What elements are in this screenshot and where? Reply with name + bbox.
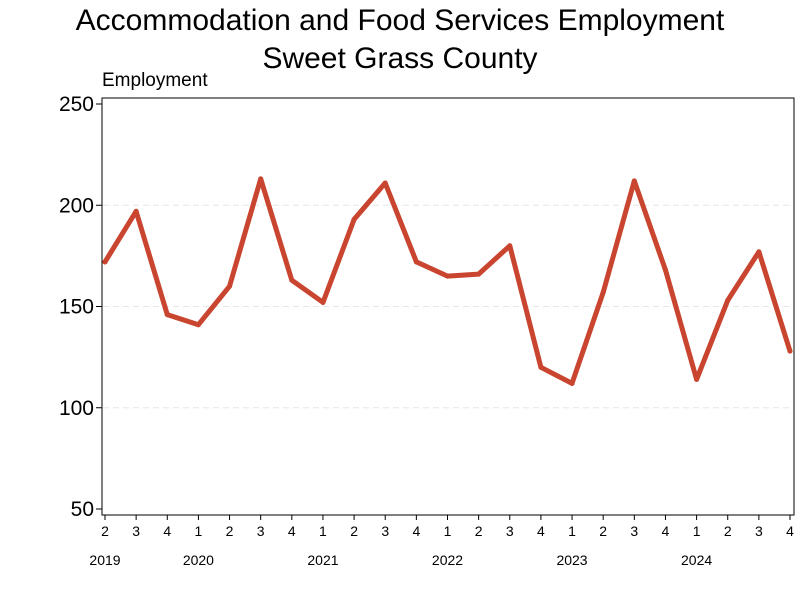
data-point (320, 299, 326, 305)
data-point (289, 277, 295, 283)
data-point (102, 259, 108, 265)
data-point (413, 259, 419, 265)
x-tick-label: 4 (163, 523, 171, 539)
data-point (445, 273, 450, 279)
data-point (725, 297, 731, 303)
y-tick-label: 50 (71, 498, 94, 521)
x-tick-label: 4 (412, 523, 420, 539)
data-point (600, 289, 606, 295)
y-axis-ticks: 50 100 150 200 250 (59, 93, 102, 521)
y-tick-label: 150 (59, 296, 94, 319)
data-point (756, 249, 762, 255)
data-point (662, 267, 668, 273)
x-tick-label: 2 (599, 523, 607, 539)
x-tick-label: 2 (226, 523, 234, 539)
y-tick-label: 100 (59, 397, 94, 420)
y-tick-label: 250 (59, 93, 94, 116)
x-tick-label: 1 (444, 523, 452, 539)
data-point (476, 271, 482, 277)
chart-title-line-2: Sweet Grass County (262, 42, 537, 75)
x-tick-label: 3 (630, 523, 638, 539)
x-axis-ticks: 2 3 4 1 2 3 4 1 2 3 4 1 2 3 4 1 2 3 4 1 2 3 4 (101, 515, 794, 539)
x-tick-label: 2 (475, 523, 483, 539)
x-tick-label: 3 (257, 523, 265, 539)
series-line (102, 176, 793, 386)
y-tick-label: 200 (59, 194, 94, 217)
data-point (382, 180, 388, 186)
x-tick-label: 4 (537, 523, 545, 539)
data-point (227, 283, 233, 289)
data-point (538, 364, 544, 370)
data-point (569, 380, 575, 386)
data-point (164, 312, 170, 318)
x-year-label: 2023 (556, 552, 587, 568)
x-tick-label: 1 (195, 523, 203, 539)
x-year-label: 2022 (432, 552, 463, 568)
data-point (631, 178, 637, 184)
x-year-label: 2020 (183, 552, 214, 568)
x-year-label: 2019 (89, 552, 120, 568)
data-point (507, 243, 513, 249)
x-tick-label: 3 (381, 523, 389, 539)
data-point (133, 208, 139, 214)
x-tick-label: 1 (568, 523, 576, 539)
grid-lines (103, 204, 793, 409)
x-tick-label: 1 (319, 523, 327, 539)
x-year-label: 2024 (681, 552, 712, 568)
x-tick-label: 2 (350, 523, 358, 539)
series-lines (102, 176, 793, 386)
x-year-label: 2021 (307, 552, 338, 568)
data-point (787, 348, 793, 354)
x-tick-label: 4 (662, 523, 670, 539)
y-axis-label: Employment (102, 70, 208, 91)
chart-title-line-1: Accommodation and Food Services Employme… (76, 4, 725, 37)
x-tick-label: 2 (724, 523, 732, 539)
data-point (351, 216, 357, 222)
data-point (258, 176, 264, 182)
data-point (694, 376, 700, 382)
x-tick-label: 2 (101, 523, 109, 539)
x-tick-label: 1 (693, 523, 701, 539)
x-tick-label: 3 (506, 523, 514, 539)
x-tick-label: 4 (786, 523, 794, 539)
x-tick-label: 3 (755, 523, 763, 539)
x-tick-label: 4 (288, 523, 296, 539)
x-tick-label: 3 (132, 523, 140, 539)
x-axis-year-labels: 2019 2020 2021 2022 2023 2024 (89, 552, 712, 568)
data-point (195, 322, 201, 328)
